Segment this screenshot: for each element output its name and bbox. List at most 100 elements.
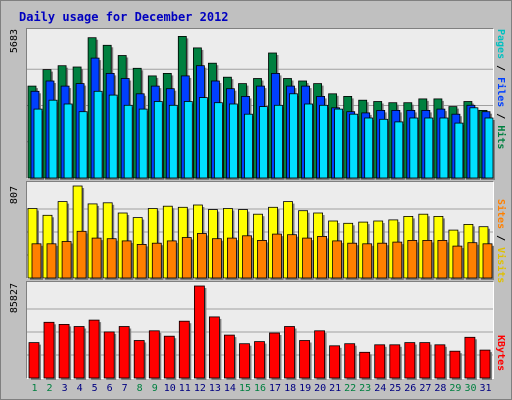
sites-bar [181,237,192,279]
pages-bar [259,106,268,179]
sites-bar [422,240,433,279]
x-tick-label: 12 [193,383,206,394]
x-tick-label: 6 [106,383,113,394]
sites-bar [362,243,373,279]
x-tick-label: 15 [238,383,252,394]
pages-bar [213,102,223,179]
x-tick-label: 20 [314,383,327,394]
pages-bar [168,104,178,179]
sites-bar [211,238,222,279]
pages-bar [63,103,73,179]
kbytes-bar [208,316,220,379]
kbytes-bar [479,349,491,379]
kbytes-bar [299,340,311,379]
kbytes-bar [344,343,356,379]
sites-bar [347,242,358,279]
kbytes-bar [269,332,280,379]
sites-bar [106,238,117,279]
x-tick-label: 13 [208,383,221,394]
kbytes-bar [449,350,461,379]
x-tick-label: 7 [121,383,128,394]
kbytes-bar [43,321,55,379]
kbytes-bar [133,340,145,379]
kbytes-legend: KBytes [495,335,506,371]
pages-bar [244,113,253,179]
sites-bar [437,240,448,279]
kbytes-bar [193,285,205,379]
pages-bar [454,122,464,179]
sites-bar [257,240,267,279]
visits-legend: Sites / Visits [495,199,506,283]
x-tick-label: 1 [31,383,38,394]
sites-bar [467,242,478,279]
sites-bar [226,237,237,279]
pages-bar [138,108,148,179]
hits-panel [26,28,495,181]
kbytes-bar [284,326,295,379]
visits-chart [27,185,494,280]
x-tick-label: 21 [329,383,342,394]
x-tick-label: 18 [284,383,297,394]
kbytes-bar [434,344,446,379]
legend-sep: / [495,59,506,78]
pages-bar [108,94,118,179]
pages-bar [394,121,404,179]
sites-bar [332,240,343,279]
x-tick-label: 29 [449,383,462,394]
sites-bar [91,237,102,279]
pages-bar [78,111,88,179]
pages-bar [228,103,238,179]
visits-max-label: 807 [9,186,20,205]
x-tick-label: 5 [91,383,98,394]
kbytes-bar [88,319,100,379]
pages-bar [198,97,208,179]
x-tick-label: 26 [404,383,417,394]
x-tick-label: 16 [253,383,267,394]
kbytes-max-label: 85827 [9,283,20,314]
sites-bar [242,235,252,279]
kbytes-bar [329,345,341,379]
hits-legend: Pages / Files / Hits [495,29,506,149]
x-tick-label: 14 [223,383,236,394]
pages-bar [364,117,374,179]
legend-kbytes: KBytes [495,335,506,372]
legend-files: Files [495,77,506,108]
pages-bar [439,117,449,179]
visits-panel [26,181,494,280]
sites-bar [302,237,313,279]
sites-bar [151,242,162,279]
x-tick-label: 30 [464,383,477,394]
pages-bar [123,104,133,179]
kbytes-bar [419,342,431,379]
x-tick-label: 11 [178,383,191,394]
x-tick-label: 19 [299,383,312,394]
x-tick-label: 10 [163,383,176,394]
sites-bar [46,243,57,279]
kbytes-bar [148,330,160,379]
sites-bar [482,243,493,279]
kbytes-bar [374,344,386,379]
sites-bar [196,233,207,279]
sites-bar [272,233,282,279]
x-tick-label: 24 [374,383,387,394]
pages-bar [304,103,314,179]
pages-bar [319,104,329,179]
pages-bar [349,113,359,179]
pages-bar [183,101,193,179]
kbytes-panel [26,281,494,380]
pages-bar [93,90,103,179]
sites-bar [392,241,403,279]
pages-bar [409,117,419,179]
x-tick-label: 9 [151,383,158,394]
kbytes-bar [389,344,401,379]
x-tick-label: 2 [46,383,53,394]
sites-bar [31,243,42,279]
kbytes-bar [118,326,130,379]
pages-bar [334,108,344,179]
kbytes-bar [103,331,115,379]
x-tick-label: 23 [359,383,372,394]
kbytes-bar [163,335,175,379]
pages-bar [379,118,389,179]
kbytes-bar [359,351,371,379]
